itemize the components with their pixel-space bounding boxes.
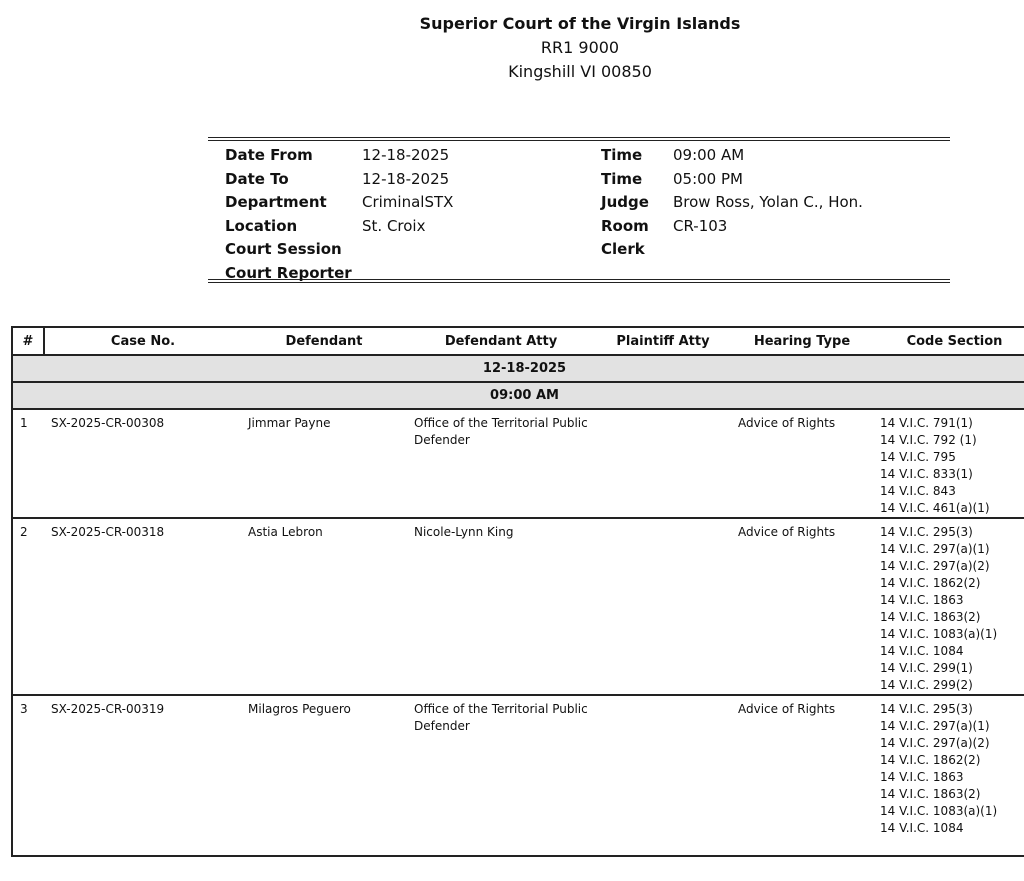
info-value: 05:00 PM <box>673 169 743 188</box>
session-info: Date From 12-18-2025 Time 09:00 AM Date To 12… <box>208 137 950 283</box>
code-section: 14 V.I.C. 1862(2) <box>880 753 981 767</box>
code-section: 14 V.I.C. 1084 <box>880 644 964 658</box>
code-section: 14 V.I.C. 297(a)(1) <box>880 719 990 733</box>
info-label: Time <box>601 169 643 188</box>
code-section: 14 V.I.C. 1863 <box>880 593 964 607</box>
court-header: Superior Court of the Virgin Islands RR1… <box>0 12 1024 84</box>
code-section: 14 V.I.C. 295(3) <box>880 525 973 539</box>
code-section: 14 V.I.C. 792 (1) <box>880 433 977 447</box>
info-row: Date From 12-18-2025 Time 09:00 AM <box>208 144 950 168</box>
cell-codes: 14 V.I.C. 295(3) 14 V.I.C. 297(a)(1) 14 V.… <box>873 518 1024 696</box>
cell-case: SX-2025-CR-00318 <box>44 518 241 696</box>
cell-def-atty: Office of the Territorial Public Defende… <box>407 695 595 857</box>
info-value: 12-18-2025 <box>362 169 450 188</box>
column-header: Hearing Type <box>731 327 873 356</box>
time-group-row: 09:00 AM <box>12 382 1024 410</box>
info-label: Location <box>225 216 298 235</box>
code-section: 14 V.I.C. 833(1) <box>880 467 973 481</box>
code-section: 14 V.I.C. 1083(a)(1) <box>880 627 998 641</box>
info-row: Location St. Croix Room CR-103 <box>208 215 950 239</box>
cell-defendant: Milagros Peguero <box>241 695 407 857</box>
code-section: 14 V.I.C. 295(3) <box>880 702 973 716</box>
info-row: Court Session Clerk <box>208 238 950 262</box>
info-value: St. Croix <box>362 216 426 235</box>
cell-case: SX-2025-CR-00319 <box>44 695 241 857</box>
info-label: Clerk <box>601 240 645 258</box>
code-section: 14 V.I.C. 795 <box>880 450 956 464</box>
info-row: Department CriminalSTX Judge Brow Ross, Yol… <box>208 191 950 215</box>
code-section: 14 V.I.C. 1863(2) <box>880 787 981 801</box>
info-value: CriminalSTX <box>362 193 454 211</box>
info-row: Court Reporter <box>208 262 950 286</box>
column-header: Code Section <box>873 327 1024 356</box>
court-name: Superior Court of the Virgin Islands <box>419 14 741 33</box>
info-label: Court Reporter <box>225 263 352 282</box>
date-group-row: 12-18-2025 <box>12 355 1024 383</box>
cell-defendant: Jimmar Payne <box>241 409 407 519</box>
cell-codes: 14 V.I.C. 295(3) 14 V.I.C. 297(a)(1) 14 V.… <box>873 695 1024 857</box>
cell-plaintiff-atty <box>595 409 731 519</box>
code-section: 14 V.I.C. 1863 <box>880 770 964 784</box>
table-header-row: # Case No. Defendant Defendant Atty Plaintif… <box>12 327 1024 356</box>
code-section: 14 V.I.C. 297(a)(2) <box>880 736 990 750</box>
code-section: 14 V.I.C. 1084 <box>880 821 964 835</box>
info-label: Court Session <box>225 240 342 258</box>
column-header: Defendant <box>241 327 407 356</box>
info-value: 09:00 AM <box>673 146 745 164</box>
column-header: Defendant Atty <box>407 327 595 356</box>
code-section: 14 V.I.C. 299(2) <box>880 678 973 692</box>
cell-defendant: Astia Lebron <box>241 518 407 696</box>
code-section: 14 V.I.C. 299(1) <box>880 661 973 675</box>
cell-num: 2 <box>12 518 44 696</box>
cell-plaintiff-atty <box>595 518 731 696</box>
cell-plaintiff-atty <box>595 695 731 857</box>
cell-num: 1 <box>12 409 44 519</box>
court-address-line2: Kingshill VI 00850 <box>508 62 652 81</box>
code-section: 14 V.I.C. 461(a)(1) <box>880 501 990 515</box>
code-section: 14 V.I.C. 1862(2) <box>880 576 981 590</box>
column-header: # <box>12 327 45 356</box>
cell-num: 3 <box>12 695 44 857</box>
code-section: 14 V.I.C. 843 <box>880 484 956 498</box>
info-value: CR-103 <box>673 216 728 235</box>
code-section: 14 V.I.C. 791(1) <box>880 416 973 430</box>
info-value: Brow Ross, Yolan C., Hon. <box>673 193 863 211</box>
info-label: Date From <box>225 146 313 164</box>
table-row: 1 SX-2025-CR-00308 Jimmar Payne Office of t… <box>12 409 1024 519</box>
cell-case: SX-2025-CR-00308 <box>44 409 241 519</box>
info-label: Department <box>225 193 327 211</box>
code-section: 14 V.I.C. 1083(a)(1) <box>880 804 998 818</box>
info-label: Judge <box>601 193 649 211</box>
cell-codes: 14 V.I.C. 791(1) 14 V.I.C. 792 (1) 14 V.I.… <box>873 409 1024 519</box>
info-label: Room <box>601 216 649 235</box>
column-header: Case No. <box>44 327 241 356</box>
table-row: 3 SX-2025-CR-00319 Milagros Peguero Office … <box>12 695 1024 857</box>
info-label: Time <box>601 146 643 164</box>
calendar-table: # Case No. Defendant Defendant Atty Plaintif… <box>11 326 1024 857</box>
column-header: Plaintiff Atty <box>595 327 731 356</box>
time-group: 09:00 AM <box>12 382 1024 410</box>
cell-def-atty: Nicole-Lynn King <box>407 518 595 696</box>
table-row: 2 SX-2025-CR-00318 Astia Lebron Nicole-Lynn… <box>12 518 1024 696</box>
code-section: 14 V.I.C. 1863(2) <box>880 610 981 624</box>
code-section: 14 V.I.C. 297(a)(1) <box>880 542 990 556</box>
cell-hearing: Advice of Rights <box>731 409 873 519</box>
info-label: Date To <box>225 169 289 188</box>
info-row: Date To 12-18-2025 Time 05:00 PM <box>208 168 950 192</box>
date-group: 12-18-2025 <box>12 355 1024 383</box>
cell-def-atty: Office of the Territorial Public Defende… <box>407 409 595 519</box>
cell-hearing: Advice of Rights <box>731 695 873 857</box>
court-address-line1: RR1 9000 <box>540 38 620 57</box>
info-value: 12-18-2025 <box>362 146 450 164</box>
cell-hearing: Advice of Rights <box>731 518 873 696</box>
code-section: 14 V.I.C. 297(a)(2) <box>880 559 990 573</box>
